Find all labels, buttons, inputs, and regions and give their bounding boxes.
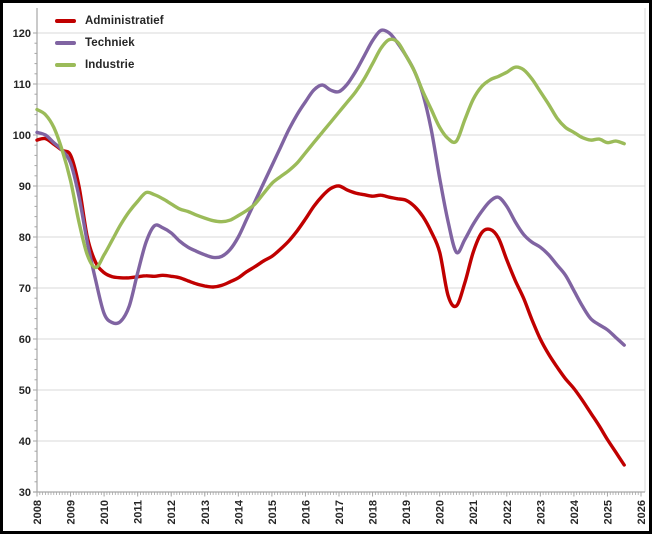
y-axis-label-70: 70 [19,283,31,295]
x-axis-label-2010: 2010 [99,500,111,524]
x-axis-label-2021: 2021 [468,500,480,524]
x-axis-label-2014: 2014 [233,499,245,524]
x-axis-label-2020: 2020 [435,500,447,524]
x-axis-label-2012: 2012 [166,500,178,524]
x-axis-label-2008: 2008 [32,500,44,524]
x-axis-label-2015: 2015 [267,500,279,524]
legend-item-industrie: Industrie [55,57,164,72]
x-axis-label-2011: 2011 [133,500,145,524]
legend-swatch-administratief [55,18,76,23]
series-line-administratief [35,136,626,467]
line-chart: 30 40 50 60 70 80 90 100 110 120 2008 2009 2010 2011 2… [13,8,648,524]
legend-label-administratief: Administratief [85,14,164,27]
y-axis-label-100: 100 [13,130,31,142]
x-axis-label-2016: 2016 [300,500,312,524]
legend-label-techniek: Techniek [85,36,135,49]
y-axis-label-60: 60 [19,334,31,346]
x-axis-label-2025: 2025 [602,500,614,524]
x-axis-label-2009: 2009 [66,500,78,524]
chart-legend: Administratief Techniek Industrie [55,13,164,72]
x-axis-label-2026: 2026 [636,500,648,524]
legend-item-techniek: Techniek [55,35,164,50]
series-line-industrie [35,37,626,270]
legend-item-administratief: Administratief [55,13,164,28]
y-axis-label-40: 40 [19,436,31,448]
legend-swatch-techniek [55,40,76,45]
y-axis-label-120: 120 [13,28,31,40]
x-axis-label-2022: 2022 [502,500,514,524]
y-axis-label-90: 90 [19,181,31,193]
y-axis-label-110: 110 [13,79,31,91]
y-axis-label-80: 80 [19,232,31,244]
x-axis-label-2019: 2019 [401,500,413,524]
x-axis-label-2013: 2013 [200,500,212,524]
y-axis-label-50: 50 [19,385,31,397]
x-axis-label-2018: 2018 [368,500,380,524]
x-axis-label-2023: 2023 [535,500,547,524]
x-axis-label-2017: 2017 [334,500,346,524]
x-axis-label-2024: 2024 [569,499,581,524]
legend-swatch-industrie [55,62,76,67]
y-axis-label-30: 30 [19,487,31,499]
legend-label-industrie: Industrie [85,58,135,71]
series-line-techniek [35,28,626,347]
